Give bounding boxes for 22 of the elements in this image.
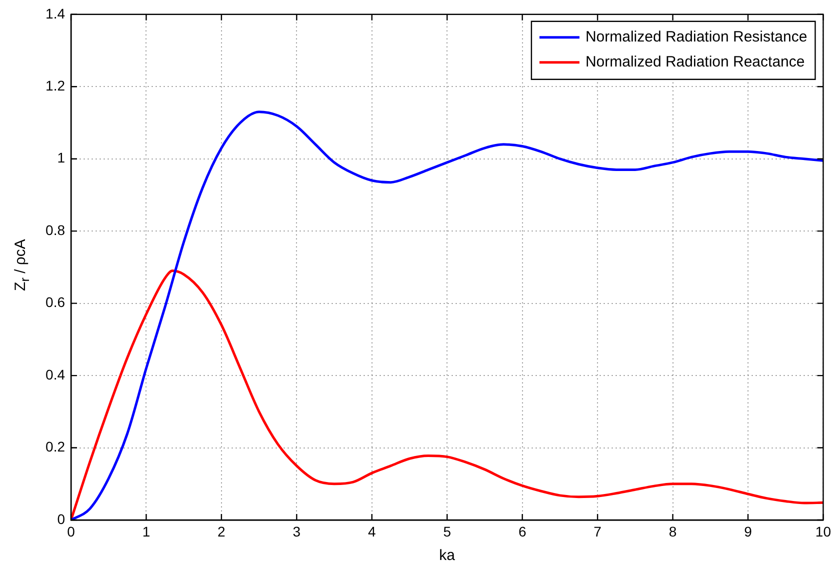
y-tick-label: 0	[57, 510, 66, 527]
x-tick-label: 0	[67, 523, 76, 540]
legend-label: Normalized Radiation Reactance	[585, 54, 805, 71]
legend-label: Normalized Radiation Resistance	[585, 28, 808, 46]
x-tick-label: 9	[744, 523, 752, 540]
x-tick-label: 6	[518, 523, 526, 540]
y-tick-label: 0.4	[46, 366, 66, 382]
x-tick-label: 7	[594, 523, 602, 540]
x-tick-label: 4	[368, 523, 376, 540]
y-tick-label: 1.4	[46, 5, 66, 22]
x-tick-label: 2	[218, 523, 226, 540]
y-tick-label: 0.2	[46, 438, 66, 455]
y-tick-label: 0.8	[46, 222, 66, 238]
y-tick-label: 1.2	[46, 77, 66, 94]
y-tick-label: 1	[57, 150, 66, 166]
x-tick-label: 5	[443, 523, 452, 540]
x-tick-label: 1	[142, 523, 150, 540]
x-tick-label: 8	[668, 523, 677, 540]
x-tick-label: 10	[815, 523, 832, 540]
y-tick-label: 0.6	[46, 294, 66, 310]
x-tick-label: 3	[292, 523, 301, 540]
x-axis-title: ka	[439, 547, 456, 564]
